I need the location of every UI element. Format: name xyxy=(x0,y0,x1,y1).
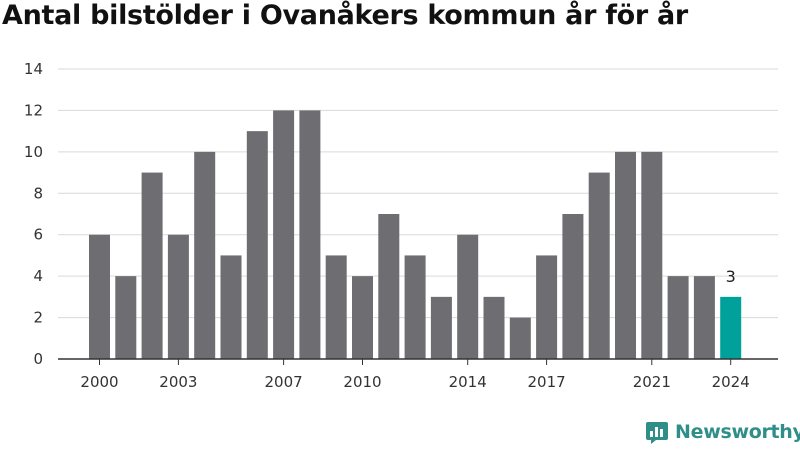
bars xyxy=(89,110,742,359)
bar-2016 xyxy=(509,317,531,359)
x-tick-label: 2003 xyxy=(159,373,197,391)
y-tick-label: 6 xyxy=(33,226,43,244)
bar-2004 xyxy=(194,151,216,359)
chart-title: Antal bilstölder i Ovanåkers kommun år f… xyxy=(2,0,688,31)
x-tick-label: 2000 xyxy=(80,373,118,391)
bar-2017 xyxy=(536,255,558,359)
bar-2020 xyxy=(615,151,636,359)
bar-2001 xyxy=(115,276,137,359)
x-tick-label: 2007 xyxy=(265,373,303,391)
bar-2006 xyxy=(246,131,268,359)
y-tick-label: 12 xyxy=(24,101,43,119)
y-tick-label: 2 xyxy=(33,309,43,327)
bar-2000 xyxy=(89,234,110,359)
y-axis-ticks: 0 2 4 6 8 10 12 14 xyxy=(24,60,43,368)
newsworthy-brand: Newsworthy xyxy=(645,420,800,444)
bar-2013 xyxy=(430,296,452,359)
bar-2021 xyxy=(641,151,663,359)
y-tick-label: 14 xyxy=(24,60,43,78)
bar-2003 xyxy=(167,234,189,359)
x-tick-label: 2021 xyxy=(633,373,671,391)
bar-2012 xyxy=(404,255,426,359)
bar-2022 xyxy=(667,276,689,359)
x-tick-label: 2017 xyxy=(528,373,566,391)
bar-2009 xyxy=(325,255,347,359)
bar-2015 xyxy=(483,296,505,359)
bar-2007 xyxy=(273,110,295,359)
y-tick-label: 0 xyxy=(33,350,43,368)
x-tick-label: 2014 xyxy=(449,373,487,391)
bar-2008 xyxy=(299,110,321,359)
bar-2010 xyxy=(352,276,373,359)
brand-name: Newsworthy xyxy=(675,421,800,443)
y-tick-label: 10 xyxy=(24,143,43,161)
bar-2018 xyxy=(562,214,584,359)
y-tick-label: 4 xyxy=(33,267,43,285)
bar-2024 xyxy=(720,296,742,359)
bar-2005 xyxy=(220,255,242,359)
bar-2019 xyxy=(588,172,610,359)
x-axis-ticks: 2000 2003 2007 2010 2014 2017 2021 2024 xyxy=(80,359,750,391)
bar-2023 xyxy=(693,276,715,359)
bar-2011 xyxy=(378,214,400,359)
bar-2014 xyxy=(457,234,479,359)
data-labels: 3 xyxy=(726,267,736,286)
bar-2002 xyxy=(141,172,163,359)
x-tick-label: 2024 xyxy=(712,373,750,391)
y-tick-label: 8 xyxy=(33,184,43,202)
x-tick-label: 2010 xyxy=(343,373,381,391)
data-label-2024: 3 xyxy=(726,267,736,286)
newsworthy-logo-icon xyxy=(646,422,668,444)
